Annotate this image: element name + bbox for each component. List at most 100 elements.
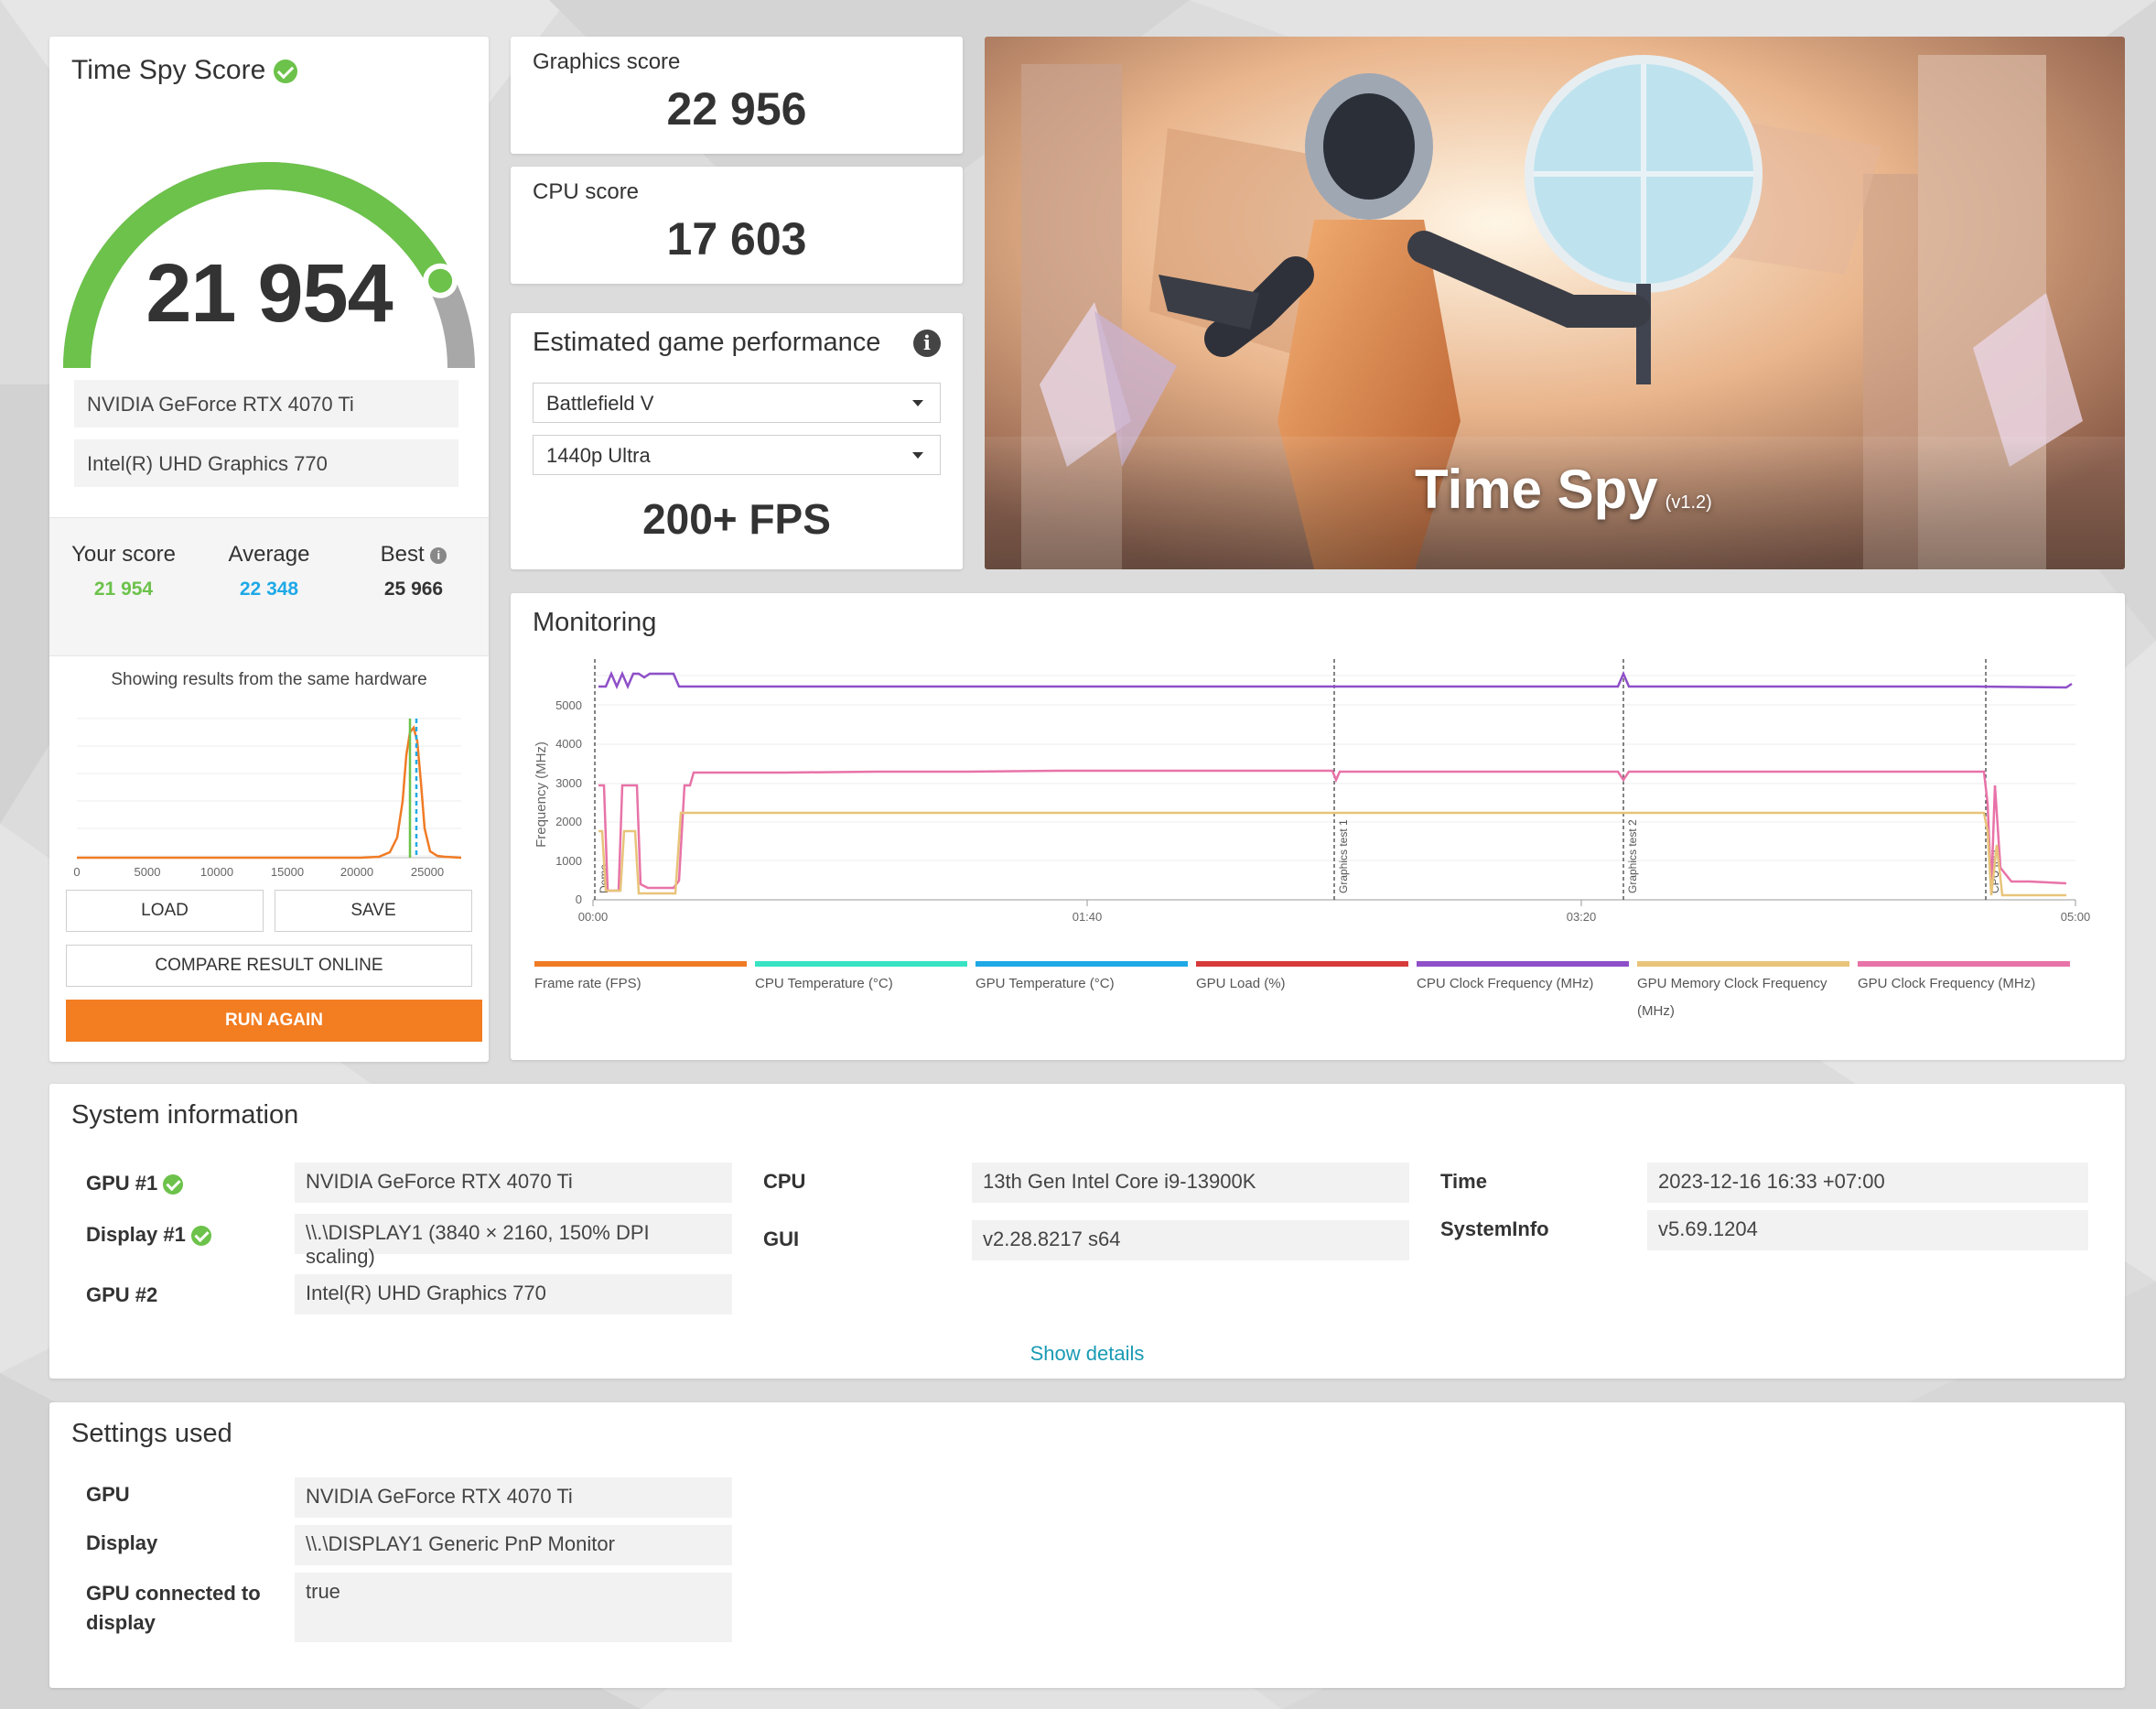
cpu-clock-line xyxy=(598,670,2073,690)
time-label: Time xyxy=(1440,1170,1487,1193)
chevron-down-icon xyxy=(912,452,923,459)
x-tick: 01:40 xyxy=(1073,910,1103,924)
hist-tick: 20000 xyxy=(340,865,373,879)
legend-swatch xyxy=(534,961,747,967)
valid-check-icon xyxy=(163,1174,184,1195)
legend-label: GPU Load (%) xyxy=(1196,976,1286,991)
estimated-fps: 200+ FPS xyxy=(642,495,831,543)
gpu1-label-text: GPU #1 xyxy=(86,1172,158,1195)
your-score-label: Your score xyxy=(71,542,176,567)
valid-check-icon xyxy=(273,59,297,84)
y-axis-label: Frequency (MHz) xyxy=(534,741,549,848)
systeminfo-value: v5.69.1204 xyxy=(1647,1210,2088,1250)
hardware-gpu-field: NVIDIA GeForce RTX 4070 Ti xyxy=(74,380,458,427)
run-again-button[interactable]: RUN AGAIN xyxy=(66,1000,482,1042)
hist-tick: 5000 xyxy=(135,865,161,879)
compare-online-button[interactable]: COMPARE RESULT ONLINE xyxy=(66,945,472,987)
banner-artwork xyxy=(985,37,2125,569)
x-tick: 03:20 xyxy=(1567,910,1597,924)
hist-tick: 25000 xyxy=(411,865,444,879)
display1-label-text: Display #1 xyxy=(86,1223,186,1246)
settings-display-label: Display xyxy=(86,1531,158,1554)
gpu2-value: Intel(R) UHD Graphics 770 xyxy=(295,1274,732,1314)
x-tick: 00:00 xyxy=(578,910,609,924)
gpu1-value: NVIDIA GeForce RTX 4070 Ti xyxy=(295,1163,732,1203)
score-panel: Time Spy Score 21 954 NVIDIA GeForce RTX… xyxy=(49,37,489,1062)
gpu-connected-label-line1: GPU connected to xyxy=(86,1582,261,1605)
save-button[interactable]: SAVE xyxy=(275,890,472,932)
preset-select-value: 1440p Ultra xyxy=(546,444,651,467)
gpu-connected-label-line2: display xyxy=(86,1611,156,1634)
legend-item[interactable]: Frame rate (FPS) xyxy=(534,961,747,998)
settings-used-card: Settings used GPU NVIDIA GeForce RTX 407… xyxy=(49,1402,2125,1688)
settings-gpu-value: NVIDIA GeForce RTX 4070 Ti xyxy=(295,1477,732,1518)
load-button[interactable]: LOAD xyxy=(66,890,264,932)
cpu-score-label: CPU score xyxy=(533,179,640,204)
legend-label: GPU Clock Frequency (MHz) xyxy=(1858,976,2036,991)
game-select[interactable]: Battlefield V xyxy=(533,383,941,423)
gpu-connected-value: true xyxy=(295,1573,732,1642)
valid-check-icon xyxy=(190,1226,211,1247)
display1-value: \\.\DISPLAY1 (3840 × 2160, 150% DPI scal… xyxy=(295,1214,732,1268)
benchmark-banner: Time Spy (v1.2) xyxy=(985,37,2125,569)
gauge-fill xyxy=(63,162,453,369)
score-histogram: 0 5000 10000 15000 20000 25000 xyxy=(73,718,462,879)
legend-item[interactable]: CPU Clock Frequency (MHz) xyxy=(1417,961,1629,998)
banner-title-text: Time Spy xyxy=(1415,459,1658,520)
gpu1-label: GPU #1 xyxy=(86,1172,184,1195)
score-comparison: Your score 21 954 Average 22 348 Best i … xyxy=(49,517,489,656)
settings-used-title: Settings used xyxy=(71,1419,232,1448)
settings-display-value: \\.\DISPLAY1 Generic PnP Monitor xyxy=(295,1525,732,1565)
legend-swatch xyxy=(755,961,967,967)
preset-select[interactable]: 1440p Ultra xyxy=(533,435,941,475)
time-value: 2023-12-16 16:33 +07:00 xyxy=(1647,1163,2088,1203)
legend-item[interactable]: GPU Clock Frequency (MHz) xyxy=(1858,961,2070,998)
legend-item[interactable]: GPU Temperature (°C) xyxy=(976,961,1188,998)
score-title: Time Spy Score xyxy=(71,55,297,86)
legend-item[interactable]: GPU Memory Clock Frequency (MHz) xyxy=(1637,961,1849,1025)
average-col: Average 22 348 xyxy=(198,542,340,600)
gpu2-label: GPU #2 xyxy=(86,1283,158,1306)
hist-tick: 15000 xyxy=(271,865,304,879)
your-score-value: 21 954 xyxy=(93,579,154,600)
legend-swatch xyxy=(1858,961,2070,967)
marker-label: Graphics test 2 xyxy=(1626,819,1639,893)
game-performance-title: Estimated game performance xyxy=(533,328,881,357)
gpu-memory-clock-line xyxy=(598,811,2066,897)
legend-swatch xyxy=(1637,961,1849,967)
total-score: 21 954 xyxy=(146,248,393,340)
cpu-score-card: CPU score 17 603 xyxy=(511,167,963,284)
cpu-value: 13th Gen Intel Core i9-13900K xyxy=(972,1163,1409,1203)
info-icon[interactable]: i xyxy=(430,546,447,564)
average-label: Average xyxy=(228,542,310,567)
cpu-score-value: 17 603 xyxy=(666,213,807,265)
legend-swatch xyxy=(1196,961,1408,967)
banner-title: Time Spy (v1.2) xyxy=(1415,458,1712,521)
average-value: 22 348 xyxy=(239,579,299,600)
histogram-line xyxy=(77,725,462,860)
your-score-col: Your score 21 954 xyxy=(52,542,195,600)
game-select-value: Battlefield V xyxy=(546,392,654,415)
show-details-link[interactable]: Show details xyxy=(1029,1342,1145,1365)
graphics-score-card: Graphics score 22 956 xyxy=(511,37,963,154)
legend-label: Frame rate (FPS) xyxy=(534,976,641,991)
legend-swatch xyxy=(976,961,1188,967)
info-icon[interactable]: i xyxy=(913,330,941,357)
score-gauge xyxy=(63,162,475,369)
monitoring-chart: 0 1000 2000 3000 4000 5000 Frequency (MH… xyxy=(534,659,2091,924)
gui-value: v2.28.8217 s64 xyxy=(972,1220,1409,1260)
gpu-clock-line xyxy=(598,769,2067,892)
gauge-knob xyxy=(423,263,458,298)
legend-swatch xyxy=(1417,961,1629,967)
systeminfo-label: SystemInfo xyxy=(1440,1217,1549,1240)
monitoring-card: Monitoring 0 1000 2000 3000 4000 5000 Fr… xyxy=(511,593,2125,1060)
legend-item[interactable]: GPU Load (%) xyxy=(1196,961,1408,998)
settings-gpu-label: GPU xyxy=(86,1483,130,1506)
best-value: 25 966 xyxy=(383,579,444,600)
system-information-card: System information GPU #1 NVIDIA GeForce… xyxy=(49,1084,2125,1379)
graphics-score-value: 22 956 xyxy=(666,83,807,135)
x-tick: 05:00 xyxy=(2061,910,2091,924)
gui-label: GUI xyxy=(763,1228,800,1250)
chevron-down-icon xyxy=(912,400,923,406)
legend-item[interactable]: CPU Temperature (°C) xyxy=(755,961,967,998)
